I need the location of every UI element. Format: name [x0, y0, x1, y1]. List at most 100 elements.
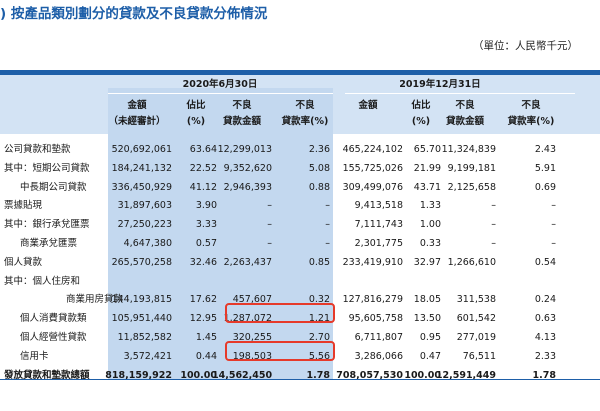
table-cell: 0.95	[419, 332, 441, 343]
table-cell: 1.00	[419, 219, 441, 230]
table-cell	[175, 275, 217, 289]
table-cell: 3,572,421	[123, 351, 172, 362]
table-cell: –	[325, 238, 330, 249]
table-cell: 1,287,072	[223, 313, 272, 324]
column-header-line1: 不良	[455, 100, 475, 111]
header-band	[0, 70, 600, 75]
table-cell: 1.33	[419, 200, 441, 211]
table-cell: 0.24	[534, 294, 556, 305]
table-cell: 320,255	[232, 332, 272, 343]
table-cell: 520,692,061	[111, 144, 172, 155]
table-cell: 457,607	[232, 294, 272, 305]
table-cell	[506, 275, 556, 289]
table-cell: 0.33	[419, 238, 441, 249]
column-header-line2: 貸款率(%)	[281, 116, 329, 127]
unit-note: （單位：人民幣千元）	[473, 40, 578, 52]
table-cell: 3.90	[195, 200, 217, 211]
highlight-box-consumer-loans	[225, 303, 335, 323]
table-cell: –	[491, 200, 496, 211]
row-label: 其中：個人住房和	[4, 276, 81, 287]
table-cell: 7,111,743	[354, 219, 403, 230]
table-cell: 5.56	[308, 351, 330, 362]
table-cell: –	[551, 219, 556, 230]
table-cell: 233,419,910	[342, 257, 403, 268]
table-cell: 2,301,775	[354, 238, 403, 249]
table-cell: –	[267, 200, 272, 211]
table-cell: 198,503	[232, 351, 272, 362]
table-cell: 1.78	[306, 370, 330, 381]
column-header-line1: 不良	[521, 100, 541, 111]
row-label: 個人消費貸款類	[20, 313, 87, 324]
table-cell	[333, 275, 403, 289]
table-cell: 0.85	[308, 257, 330, 268]
column-header-line2	[333, 115, 403, 128]
table-cell: 336,450,929	[111, 182, 172, 193]
table-cell: –	[267, 219, 272, 230]
table-cell: –	[325, 219, 330, 230]
table-cell: 708,057,530	[336, 370, 403, 381]
table-cell: 0.88	[308, 182, 330, 193]
column-header-line1: 金額	[127, 100, 147, 111]
table-cell: 31,897,603	[117, 200, 172, 211]
table-cell: –	[551, 238, 556, 249]
table-cell: 12.95	[189, 313, 217, 324]
column-header-line1: 不良	[232, 100, 252, 111]
section-title: ) 按產品類別劃分的貸款及不良貸款分佈情況	[0, 6, 268, 22]
table-cell: 465,224,102	[342, 144, 403, 155]
table-cell: 12,299,013	[217, 144, 272, 155]
table-cell: 265,570,258	[111, 257, 172, 268]
column-header-line1: 不良	[295, 100, 315, 111]
table-cell: 2.33	[534, 351, 556, 362]
table-cell: 0.47	[419, 351, 441, 362]
table-cell: 11,324,839	[441, 144, 496, 155]
table-cell: 2.43	[534, 144, 556, 155]
table-cell: 18.05	[413, 294, 441, 305]
table-cell: 277,019	[456, 332, 496, 343]
table-cell: 32.97	[413, 257, 441, 268]
table-cell: 3.33	[195, 219, 217, 230]
table-cell: 76,511	[462, 351, 496, 362]
table-cell: 311,538	[456, 294, 496, 305]
table-cell: –	[325, 200, 330, 211]
table-cell: 41.12	[189, 182, 217, 193]
column-header-line1: 佔比	[186, 100, 206, 111]
table-cell: –	[491, 219, 496, 230]
table-cell: 100.00	[404, 370, 441, 381]
table-cell: 9,413,518	[354, 200, 403, 211]
table-cell: 127,816,279	[342, 294, 403, 305]
table-cell: 1.45	[195, 332, 217, 343]
table-cell: 4.13	[534, 332, 556, 343]
table-cell: 818,159,922	[105, 370, 172, 381]
column-header-line2: 貸款金額	[445, 116, 484, 127]
row-label: 個人貸款	[4, 257, 43, 268]
table-cell: 17.62	[189, 294, 217, 305]
table-cell: –	[267, 238, 272, 249]
table-cell: 2.70	[308, 332, 330, 343]
group-header: 2020年6月30日	[182, 79, 258, 90]
table-cell: 2,125,658	[447, 182, 496, 193]
table-cell: 184,241,132	[111, 163, 172, 174]
table-cell	[280, 275, 330, 289]
highlight-box-credit-card	[225, 341, 335, 361]
table-cell: 63.64	[189, 144, 217, 155]
table-cell: 3,286,066	[354, 351, 403, 362]
column-header-line1: 金額	[358, 100, 378, 111]
table-cell: 22.52	[189, 163, 217, 174]
table-cell	[102, 275, 172, 289]
row-label: 其中：銀行承兌匯票	[4, 219, 90, 230]
table-cell: 11,852,582	[117, 332, 172, 343]
row-label: 信用卡	[20, 351, 49, 362]
row-label: 其中：短期公司貸款	[4, 163, 90, 174]
row-label: 中長期公司貸款	[20, 182, 87, 193]
table-cell: 2,263,437	[223, 257, 272, 268]
table-cell: 32.46	[189, 257, 217, 268]
table-cell: 9,199,181	[447, 163, 496, 174]
table-cell: 155,725,026	[342, 163, 403, 174]
row-label: 發放貸款和墊款總額	[4, 370, 90, 381]
table-cell: 43.71	[413, 182, 441, 193]
table-bottom-rule	[0, 379, 600, 380]
column-header-line2: (%)	[411, 116, 431, 127]
table-cell: 2,946,393	[223, 182, 272, 193]
table-cell: 6,711,807	[354, 332, 403, 343]
table-cell: 14,562,450	[212, 370, 273, 381]
